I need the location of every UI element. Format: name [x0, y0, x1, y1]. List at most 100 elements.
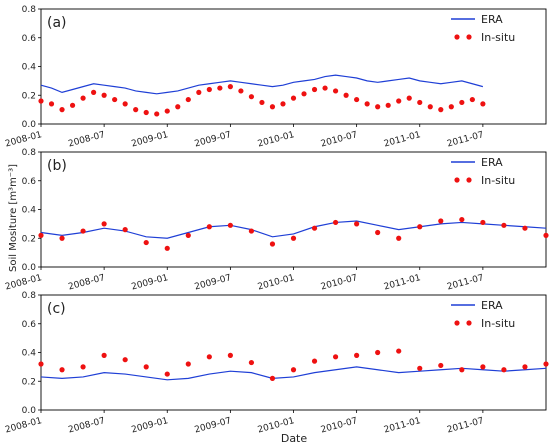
legend-label: In-situ — [481, 317, 515, 330]
series-point-in-situ — [438, 362, 444, 369]
series-point-in-situ — [227, 222, 233, 228]
y-tick-label: 0.4 — [22, 349, 37, 359]
x-tick-label: 2010-01 — [257, 273, 296, 292]
series-point-in-situ — [143, 109, 149, 116]
series-point-in-situ — [196, 89, 202, 95]
series-point-in-situ — [301, 91, 307, 97]
legend-point-swatch — [466, 177, 472, 183]
series-point-in-situ — [290, 367, 297, 373]
series-point-in-situ — [59, 107, 65, 113]
x-tick-label: 2009-01 — [130, 273, 169, 292]
x-tick-label: 2011-01 — [383, 130, 422, 149]
series-point-in-situ — [290, 235, 297, 241]
x-tick-label: 2008-07 — [67, 273, 106, 292]
x-tick-label: 2008-01 — [4, 130, 43, 149]
series-point-in-situ — [396, 348, 402, 354]
series-point-in-situ — [185, 232, 191, 238]
series-point-in-situ — [332, 354, 339, 360]
x-tick-label: 2010-07 — [320, 130, 359, 149]
legend-point-swatch — [466, 34, 472, 40]
series-point-in-situ — [311, 86, 318, 93]
series-point-in-situ — [164, 108, 170, 114]
series-point-in-situ — [101, 352, 107, 358]
y-tick-label: 0.0 — [22, 263, 37, 273]
series-point-in-situ — [227, 84, 233, 90]
series-point-in-situ — [59, 235, 65, 241]
series-point-in-situ — [501, 222, 507, 228]
series-point-in-situ — [385, 102, 391, 108]
legend-point-swatch — [454, 34, 460, 40]
legend-point-swatch — [466, 320, 472, 326]
series-point-in-situ — [175, 104, 181, 110]
chart-panel-2: 0.0 0.2 0.4 0.6 0.8 2008-01 2008-07 2009-01 2009… — [4, 148, 549, 292]
series-line-era — [40, 74, 484, 95]
series-point-in-situ — [112, 96, 118, 103]
legend-label: ERA — [481, 299, 503, 312]
series-point-in-situ — [480, 101, 486, 107]
series-point-in-situ — [38, 98, 44, 104]
series-point-in-situ — [522, 364, 528, 370]
plot-frame — [40, 294, 547, 411]
series-point-in-situ — [459, 99, 465, 106]
series-point-in-situ — [480, 219, 486, 226]
y-tick-label: 0.2 — [22, 234, 36, 244]
y-tick-label: 0.6 — [22, 177, 37, 187]
series-point-in-situ — [522, 225, 528, 231]
series-point-in-situ — [217, 85, 223, 91]
x-tick-label: 2009-07 — [194, 273, 233, 292]
x-tick-label: 2009-01 — [130, 130, 169, 149]
plot-frame — [40, 151, 547, 268]
series-point-in-situ — [269, 241, 276, 247]
series-point-in-situ — [154, 111, 160, 117]
series-point-in-situ — [80, 364, 86, 370]
series-point-in-situ — [206, 224, 212, 230]
series-point-in-situ — [311, 225, 318, 231]
y-tick-label: 0.6 — [22, 320, 37, 330]
series-point-in-situ — [375, 229, 381, 236]
series-point-in-situ — [143, 239, 149, 246]
y-tick-label: 0.8 — [22, 291, 37, 301]
panel-label: (c) — [47, 301, 66, 317]
series-point-in-situ — [164, 371, 170, 377]
series-point-in-situ — [227, 352, 233, 358]
y-tick-label: 0.2 — [22, 377, 36, 387]
series-point-in-situ — [206, 86, 212, 93]
y-tick-label: 0.0 — [22, 406, 37, 416]
series-point-in-situ — [459, 367, 465, 373]
legend-point-swatch — [454, 177, 460, 183]
x-tick-label: 2008-07 — [67, 130, 106, 149]
x-tick-label: 2010-07 — [320, 273, 359, 292]
series-point-in-situ — [269, 104, 276, 110]
x-tick-label: 2008-01 — [4, 273, 43, 292]
x-tick-label: 2011-07 — [446, 273, 485, 292]
legend-label: In-situ — [481, 174, 515, 187]
legend-label: In-situ — [481, 31, 515, 44]
series-point-in-situ — [543, 361, 549, 367]
series-point-in-situ — [354, 221, 360, 227]
x-tick-label: 2011-01 — [383, 416, 422, 435]
x-tick-label: 2009-07 — [194, 416, 233, 435]
series-point-in-situ — [354, 96, 360, 103]
series-point-in-situ — [459, 216, 465, 223]
series-point-in-situ — [80, 95, 86, 101]
x-tick-label: 2009-01 — [130, 416, 169, 435]
y-axis-label: Soil Mositure [m³m⁻³] — [8, 164, 19, 272]
series-point-in-situ — [80, 228, 86, 234]
panel-label: (b) — [47, 158, 67, 174]
series-point-in-situ — [69, 102, 76, 108]
x-tick-label: 2011-07 — [446, 416, 485, 435]
chart-panel-1: 0.0 0.2 0.4 0.6 0.8 2008-01 2008-07 2009-01 2009… — [4, 5, 547, 149]
series-point-in-situ — [290, 95, 297, 101]
series-point-in-situ — [406, 95, 412, 101]
series-point-in-situ — [343, 92, 349, 98]
x-tick-label: 2010-01 — [257, 130, 296, 149]
series-point-in-situ — [122, 227, 128, 233]
x-tick-label: 2011-01 — [383, 273, 422, 292]
series-point-in-situ — [311, 358, 318, 364]
series-point-in-situ — [122, 357, 128, 363]
series-point-in-situ — [101, 92, 107, 98]
series-point-in-situ — [101, 221, 107, 227]
series-point-in-situ — [248, 228, 255, 234]
